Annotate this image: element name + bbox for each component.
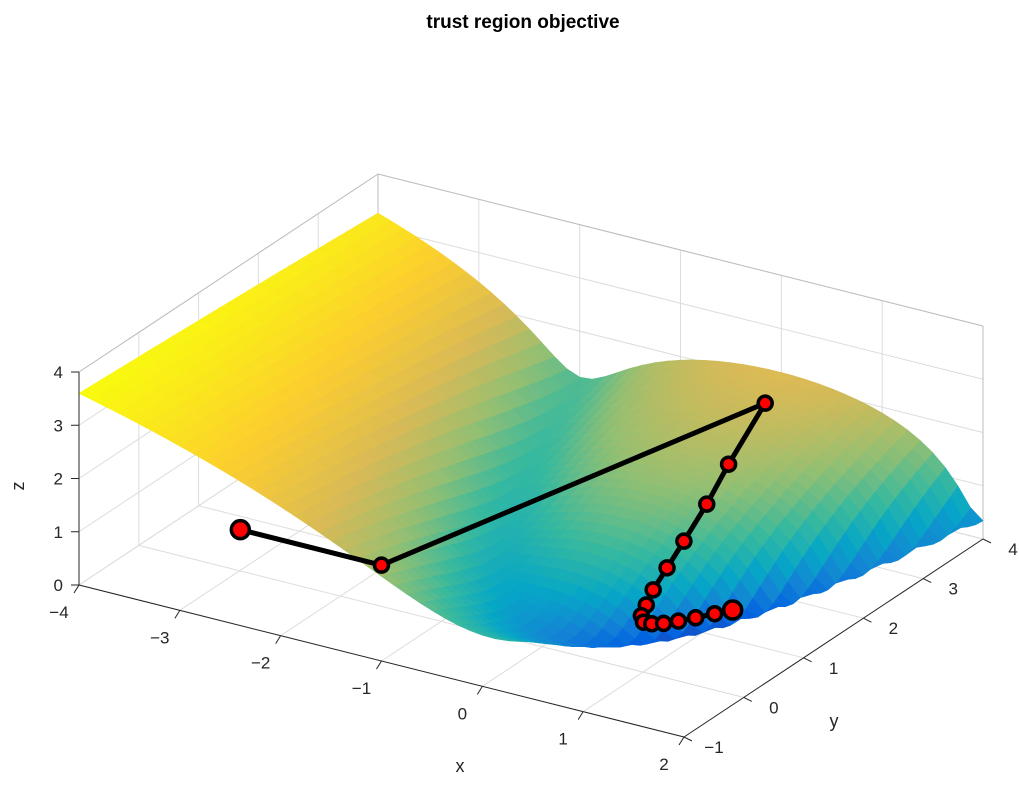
- grid-line: [138, 544, 744, 698]
- x-tick-label: −3: [150, 628, 169, 647]
- path-point: [675, 532, 693, 550]
- grid-line: [377, 226, 984, 380]
- x-tick-mark: [476, 686, 483, 695]
- x-tick-mark: [174, 610, 181, 619]
- x-tick-label: −4: [49, 603, 68, 622]
- optimization-path: [229, 394, 774, 633]
- y-tick-label: 4: [1008, 540, 1017, 559]
- y-axis-line: [683, 538, 984, 738]
- path-point: [698, 495, 716, 513]
- y-tick-mark: [922, 578, 932, 584]
- path-point: [644, 581, 662, 599]
- box-edge: [78, 173, 379, 373]
- x-tick-label: −1: [352, 679, 371, 698]
- x-tick-mark: [678, 736, 685, 746]
- surface-patch: [369, 212, 392, 226]
- y-tick-mark: [803, 657, 812, 663]
- z-tick-label: 1: [54, 523, 63, 542]
- x-tick-mark: [73, 584, 80, 594]
- y-tick-label: 1: [829, 659, 838, 678]
- y-tick-mark: [683, 736, 693, 742]
- tick-labels: −4 −3 −2 −1 0 1 2 −1 0 1 2 3 4 0 1 2 3 4: [49, 363, 1017, 774]
- x-tick-label: 1: [558, 730, 567, 749]
- z-tick-label: 2: [54, 470, 63, 489]
- y-tick-mark: [863, 617, 872, 623]
- path-point: [721, 599, 744, 621]
- path-point: [654, 614, 673, 633]
- y-tick-label: 3: [948, 580, 957, 599]
- surface-mesh: [78, 212, 984, 648]
- x-tick-label: 0: [458, 704, 467, 723]
- y-tick-mark: [743, 696, 753, 702]
- path-point: [686, 609, 705, 627]
- chart-title: trust region objective: [426, 12, 619, 33]
- x-axis-label: x: [456, 756, 465, 776]
- path-point: [229, 518, 252, 541]
- path-point: [756, 394, 774, 412]
- z-tick-label: 3: [54, 416, 63, 435]
- x-tick-mark: [577, 711, 584, 720]
- x-tick-label: 2: [659, 755, 668, 774]
- path-point: [669, 612, 688, 630]
- z-tick-label: 4: [54, 363, 63, 382]
- path-point: [719, 455, 738, 473]
- path-point: [372, 556, 391, 574]
- y-axis-label: y: [830, 711, 839, 731]
- y-tick-label: 2: [889, 619, 898, 638]
- x-tick-mark: [275, 635, 282, 644]
- y-tick-mark: [982, 538, 992, 544]
- z-tick-label: 0: [54, 576, 63, 595]
- path-point: [658, 559, 676, 577]
- z-axis-label: z: [8, 482, 28, 491]
- box-edge: [377, 173, 984, 327]
- y-tick-label: 0: [769, 698, 778, 717]
- x-tick-label: −2: [251, 654, 270, 673]
- path-point: [705, 604, 724, 623]
- y-tick-label: −1: [704, 738, 723, 757]
- x-tick-mark: [376, 660, 382, 670]
